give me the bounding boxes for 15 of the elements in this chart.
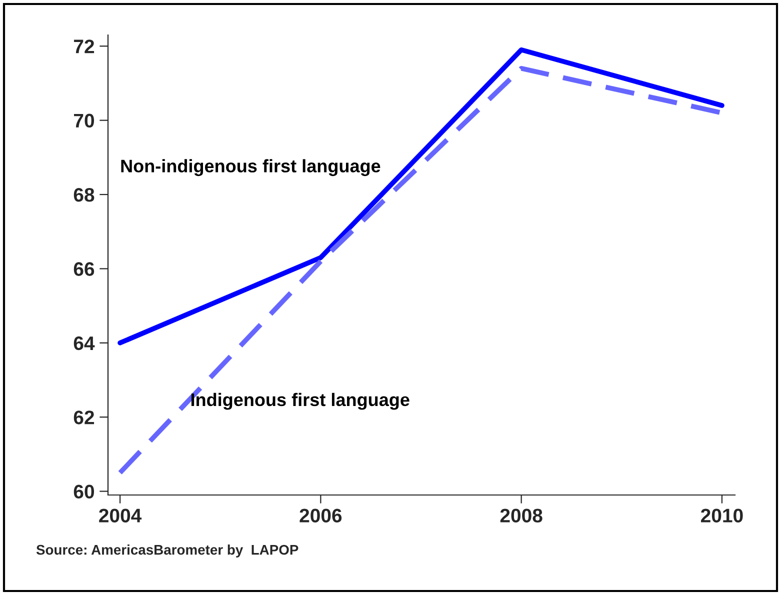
y-tick-label: 66 xyxy=(74,262,94,276)
x-tick-label: 2004 xyxy=(99,508,142,522)
x-tick-label: 2010 xyxy=(701,508,743,522)
y-tick-label: 64 xyxy=(74,336,95,350)
y-tick-label: 62 xyxy=(74,410,94,424)
y-tick-label: 72 xyxy=(74,40,94,54)
x-tick-label: 2006 xyxy=(300,508,342,522)
series-label: Indigenous first language xyxy=(191,392,410,410)
y-tick-label: 68 xyxy=(74,188,94,202)
y-tick-label: 60 xyxy=(74,484,94,499)
source-note: Source: AmericasBarometer by LAPOP xyxy=(36,544,298,558)
x-tick-label: 2008 xyxy=(500,508,542,522)
y-tick-label: 70 xyxy=(74,114,94,128)
series-label: Non-indigenous first language xyxy=(121,159,380,176)
line-series xyxy=(118,47,724,346)
